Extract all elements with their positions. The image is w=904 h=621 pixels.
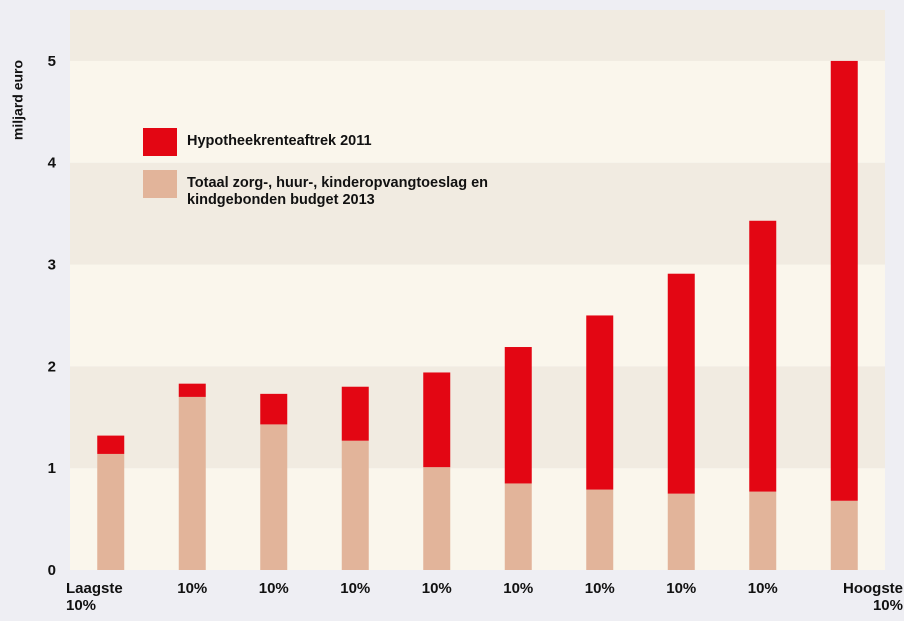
background-band [70,366,885,469]
bar-segment [667,273,695,494]
bar-segment [504,347,532,484]
x-tick-label: Hoogste 10% [843,580,903,614]
bar-segment [423,372,451,468]
background-band [70,60,885,163]
y-tick-label: 1 [48,460,56,477]
bar-segment [341,386,369,441]
y-tick-label: 3 [48,257,56,274]
y-tick-label: 2 [48,358,56,375]
y-tick-label: 0 [48,562,56,579]
bar-segment [667,493,695,570]
background-band [70,264,885,367]
bar-segment [97,435,125,454]
x-tick-label: 10% [503,580,534,597]
bar-segment [97,453,125,570]
bar-segment [178,383,206,397]
y-axis-label: miljard euro [9,59,26,141]
x-tick-label: 10% [747,580,778,597]
bar-segment [341,440,369,570]
x-tick-label: Laagste 10% [66,580,123,614]
x-tick-label: 10% [584,580,615,597]
bar-segment [749,220,777,492]
bar-segment [178,396,206,570]
background-band [70,162,885,265]
bar-segment [749,491,777,570]
bar-segment [504,483,532,570]
x-tick-label: 10% [177,580,208,597]
legend-label: Hypotheekrenteaftrek 2011 [187,133,372,149]
x-tick-label: 10% [666,580,697,597]
background-band [70,468,885,570]
y-tick-label: 4 [48,155,57,172]
y-tick-label: 5 [48,53,56,70]
bar-segment [830,60,858,501]
x-tick-label: 10% [258,580,289,597]
legend-swatch [143,170,177,198]
legend-label: Totaal zorg-, huur-, kinderopvangtoeslag… [187,175,489,208]
background-band [70,10,885,61]
bar-segment [830,500,858,570]
x-tick-label: 10% [340,580,371,597]
bar-segment [260,424,288,570]
bar-segment [586,489,614,570]
bar-segment [260,393,288,425]
bar-segment [586,315,614,490]
legend-swatch [143,128,177,156]
bar-segment [423,467,451,570]
x-tick-label: 10% [421,580,452,597]
